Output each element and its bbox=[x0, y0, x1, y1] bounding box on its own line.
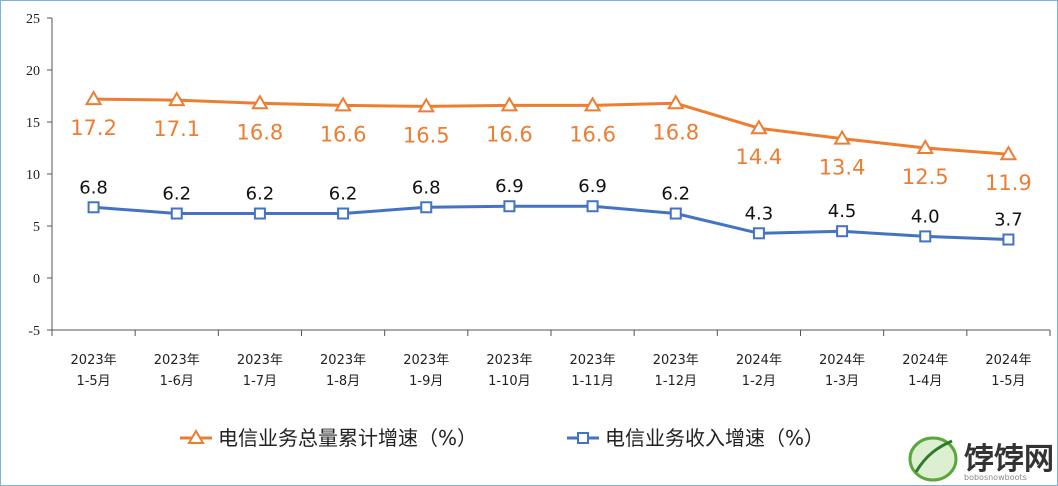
data-label: 6.9 bbox=[578, 176, 607, 197]
data-label: 17.2 bbox=[70, 116, 117, 140]
data-label: 6.2 bbox=[661, 184, 690, 205]
data-point-marker bbox=[337, 207, 350, 220]
legend-item-total: 电信业务总量累计增速（%） bbox=[180, 426, 477, 450]
data-labels: 17.2 17.1 16.8 16.6 16.5 16.6 16.6 16.8 14.4 13.4… bbox=[70, 116, 1032, 230]
legend-label-revenue: 电信业务收入增速（%） bbox=[605, 426, 824, 450]
watermark-logo: 饽饽网 bobosnowboots bbox=[908, 436, 1054, 482]
series-line-2 bbox=[93, 204, 1009, 242]
data-label: 16.6 bbox=[569, 122, 616, 146]
data-point-marker bbox=[168, 91, 186, 107]
data-point-marker bbox=[334, 96, 352, 112]
data-label: 4.0 bbox=[911, 206, 940, 227]
y-axis-ticks: -5 0 5 10 15 20 25 bbox=[26, 12, 52, 339]
x-tick-label: 2024年 bbox=[985, 353, 1031, 368]
data-label: 16.5 bbox=[403, 123, 450, 147]
legend: 电信业务总量累计增速（%） 电信业务收入增速（%） bbox=[180, 426, 824, 450]
series-line-1 bbox=[93, 97, 1009, 156]
data-point-marker bbox=[919, 230, 932, 243]
data-point-marker bbox=[503, 200, 516, 213]
x-tick-label: 1-11月 bbox=[571, 374, 614, 389]
series-lines bbox=[93, 97, 1009, 242]
watermark-text: 饽饽网 bbox=[964, 442, 1054, 477]
data-point-marker bbox=[87, 201, 100, 214]
x-tick-label: 2023年 bbox=[154, 353, 200, 368]
data-label: 6.8 bbox=[412, 177, 441, 198]
y-tick-label: 15 bbox=[26, 116, 40, 131]
data-point-marker bbox=[500, 96, 519, 112]
y-tick-label: 5 bbox=[33, 220, 40, 235]
x-tick-label: 2023年 bbox=[320, 353, 366, 368]
x-tick-label: 1-12月 bbox=[654, 374, 697, 389]
x-tick-label: 1-5月 bbox=[991, 374, 1025, 389]
x-tick-label: 2023年 bbox=[403, 353, 449, 368]
data-label: 4.3 bbox=[745, 203, 774, 224]
data-point-marker bbox=[669, 207, 682, 220]
data-point-marker bbox=[420, 201, 433, 214]
data-point-marker bbox=[750, 119, 768, 135]
data-point-marker bbox=[752, 227, 765, 240]
x-tick-label: 1-5月 bbox=[76, 374, 110, 389]
x-tick-label: 1-3月 bbox=[825, 374, 859, 389]
data-label: 11.9 bbox=[985, 171, 1032, 195]
x-axis-ticks: 2023年 1-5月 2023年 1-6月 2023年 1-7月 2023年 1-8月 2023… bbox=[51, 330, 1051, 389]
data-label: 4.5 bbox=[828, 201, 857, 222]
x-tick-label: 1-7月 bbox=[243, 374, 277, 389]
data-label: 12.5 bbox=[902, 165, 949, 189]
data-point-marker bbox=[916, 139, 934, 154]
data-label: 6.8 bbox=[79, 177, 108, 198]
x-tick-label: 1-4月 bbox=[908, 374, 942, 389]
x-tick-label: 2024年 bbox=[819, 353, 865, 368]
x-tick-label: 2023年 bbox=[653, 353, 699, 368]
data-point-marker bbox=[1002, 233, 1015, 246]
data-label: 6.2 bbox=[162, 184, 191, 205]
data-point-marker bbox=[999, 145, 1018, 161]
y-tick-label: 0 bbox=[33, 272, 40, 287]
y-tick-label: -5 bbox=[28, 324, 40, 339]
data-label: 6.9 bbox=[495, 176, 524, 197]
x-tick-label: 1-2月 bbox=[742, 374, 776, 389]
data-label: 16.8 bbox=[237, 120, 284, 144]
data-label: 13.4 bbox=[819, 156, 866, 180]
data-label: 6.2 bbox=[246, 184, 275, 205]
data-label: 14.4 bbox=[736, 145, 783, 169]
data-point-marker bbox=[170, 207, 183, 220]
data-point-marker bbox=[836, 225, 849, 238]
x-tick-label: 2023年 bbox=[71, 353, 117, 368]
x-tick-label: 2023年 bbox=[237, 353, 283, 368]
x-tick-label: 1-10月 bbox=[488, 374, 531, 389]
x-tick-label: 2023年 bbox=[486, 353, 532, 368]
data-label: 3.7 bbox=[994, 210, 1023, 231]
y-tick-label: 10 bbox=[26, 168, 40, 183]
x-tick-label: 1-9月 bbox=[409, 374, 443, 389]
axes bbox=[51, 18, 1050, 331]
data-point-marker bbox=[417, 97, 435, 113]
legend-label-total: 电信业务总量累计增速（%） bbox=[218, 426, 477, 450]
legend-item-revenue: 电信业务收入增速（%） bbox=[567, 426, 824, 450]
x-tick-label: 2024年 bbox=[902, 353, 948, 368]
data-point-marker bbox=[583, 96, 602, 112]
data-label: 6.2 bbox=[329, 184, 358, 205]
watermark-subtext: bobosnowboots bbox=[964, 473, 1027, 482]
data-label: 16.8 bbox=[652, 120, 699, 144]
data-point-marker bbox=[667, 94, 685, 110]
data-point-marker bbox=[833, 129, 851, 145]
data-label: 16.6 bbox=[320, 122, 367, 146]
data-label: 17.1 bbox=[153, 117, 200, 141]
y-tick-label: 25 bbox=[26, 12, 40, 27]
x-tick-label: 1-6月 bbox=[160, 374, 194, 389]
leaf-icon bbox=[908, 436, 958, 482]
data-label: 16.6 bbox=[486, 122, 533, 146]
y-tick-label: 20 bbox=[26, 64, 40, 79]
x-tick-label: 2024年 bbox=[736, 353, 782, 368]
x-tick-label: 1-8月 bbox=[326, 374, 360, 389]
data-point-marker bbox=[253, 207, 266, 220]
data-point-marker bbox=[251, 94, 269, 110]
data-point-marker bbox=[84, 90, 103, 106]
data-point-marker bbox=[586, 200, 599, 213]
x-tick-label: 2023年 bbox=[570, 353, 616, 368]
series-markers bbox=[84, 90, 1018, 246]
